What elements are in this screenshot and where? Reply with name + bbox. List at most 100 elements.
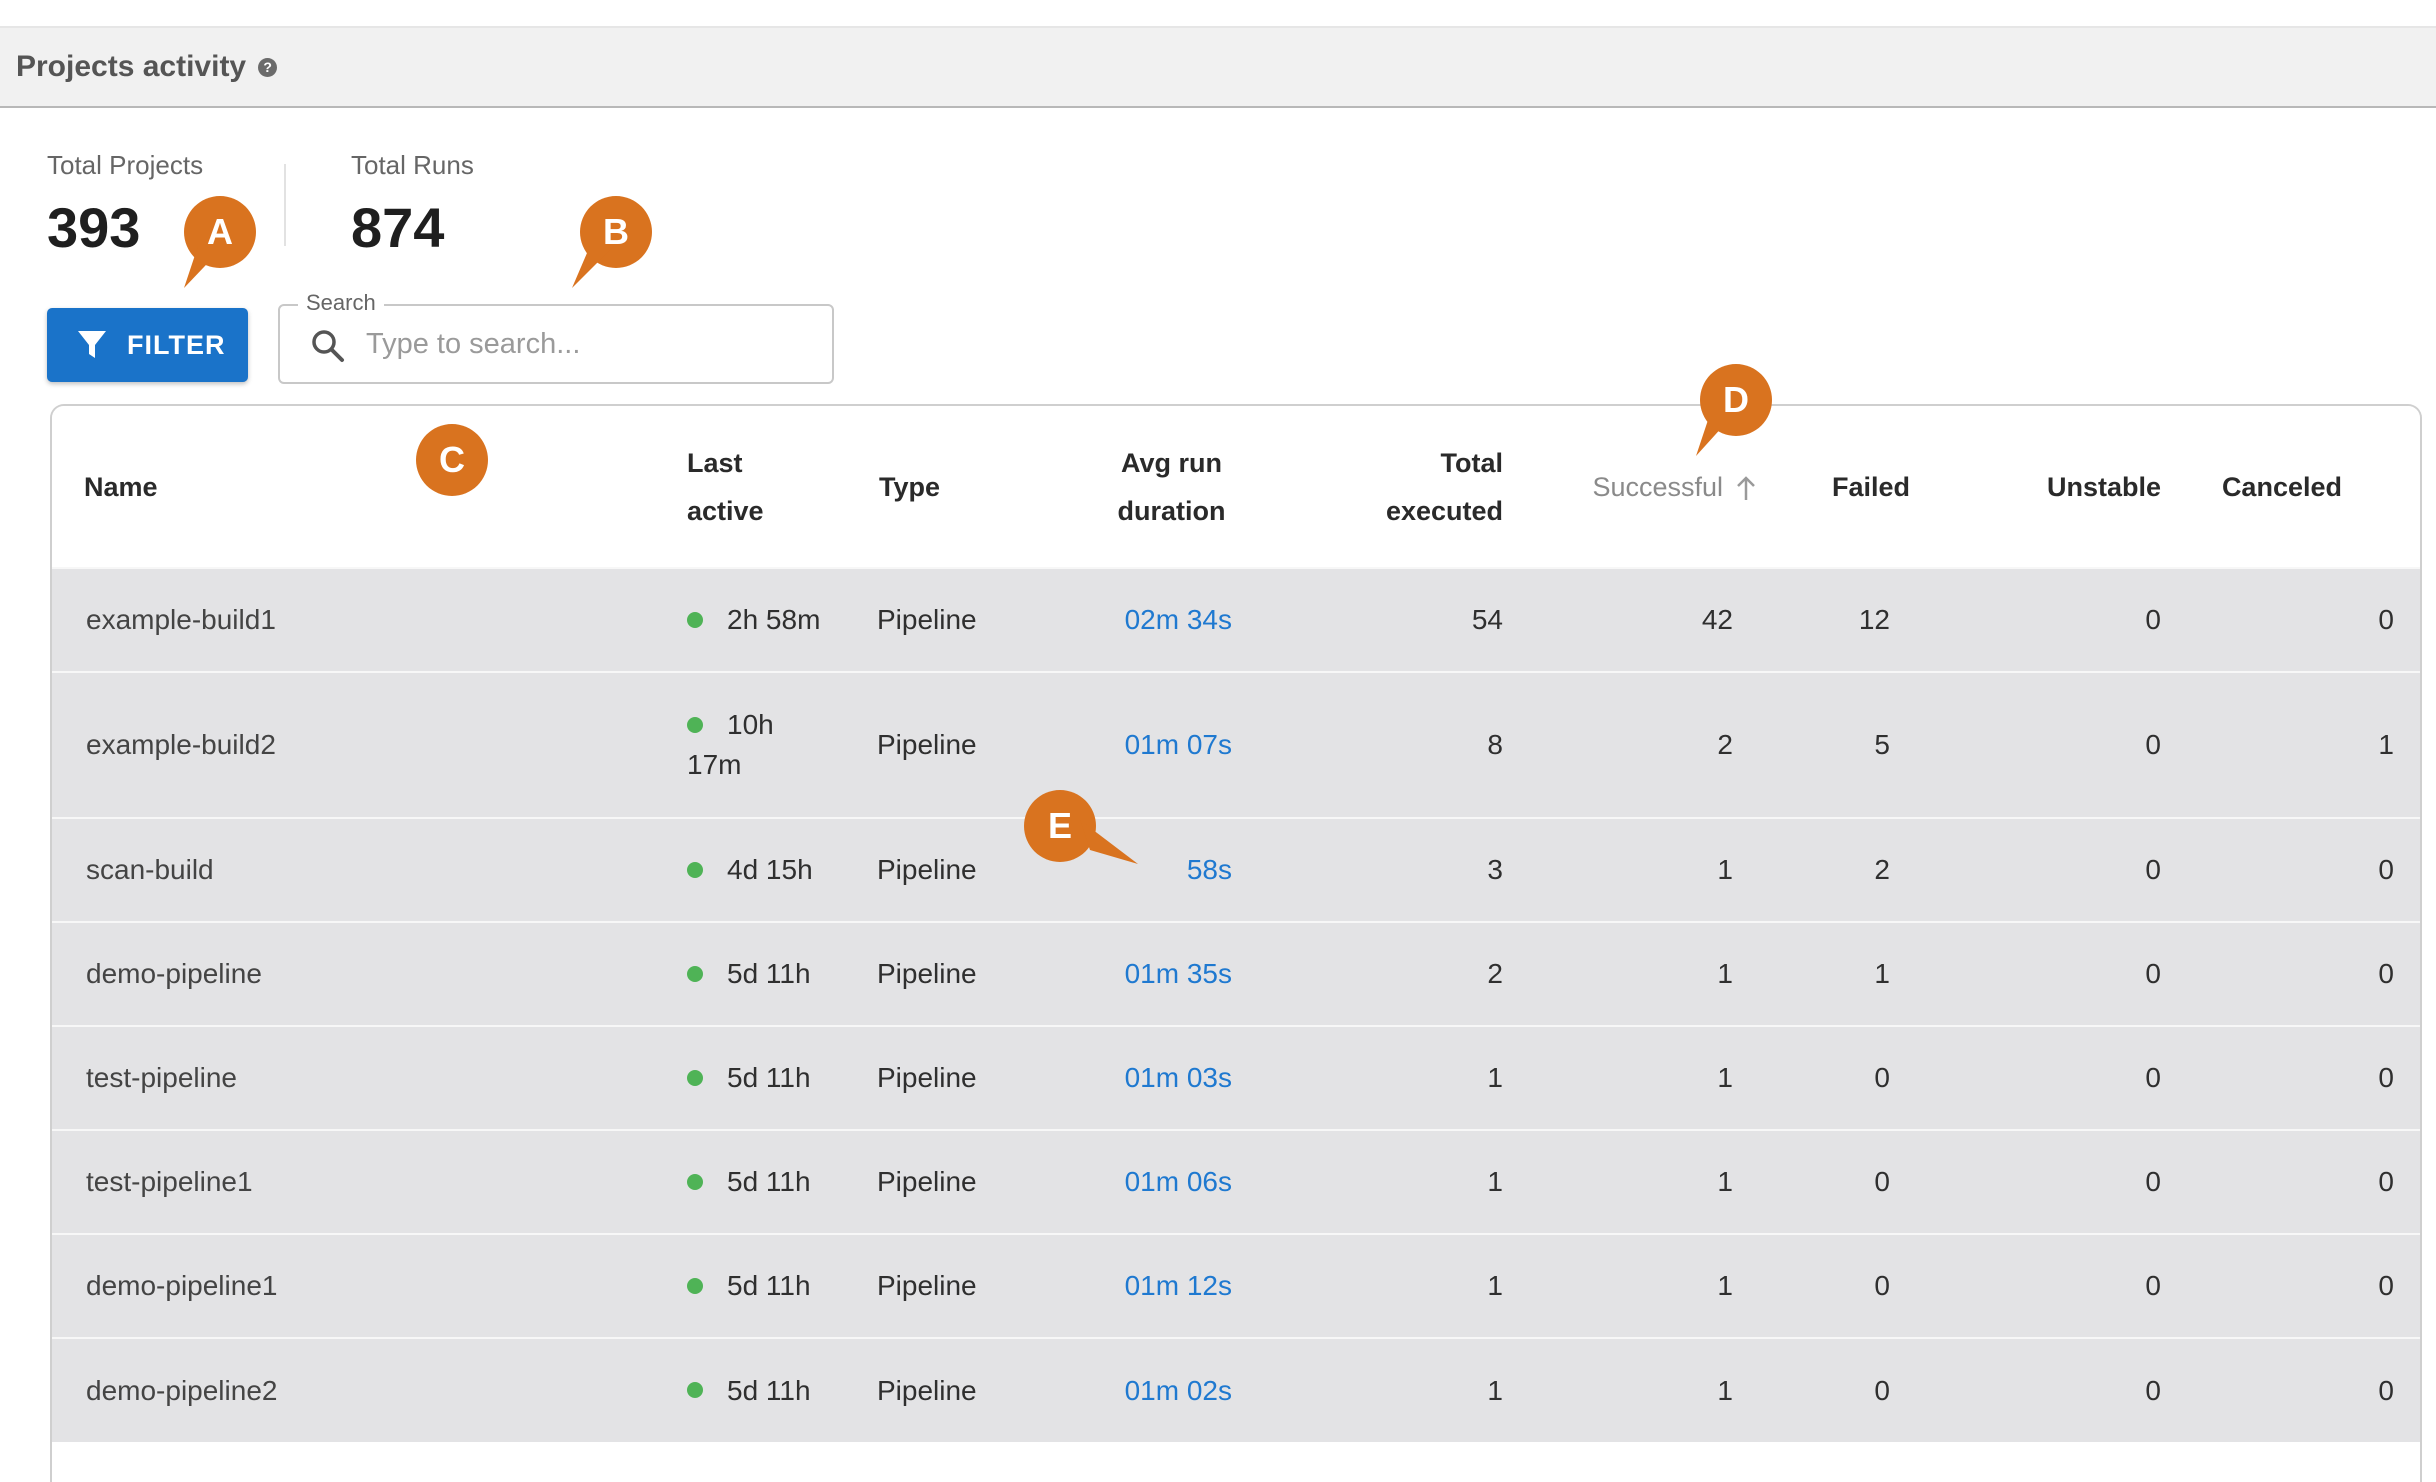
top-divider	[0, 26, 2436, 28]
table-row[interactable]: test-pipeline 5d 11h Pipeline 01m 03s 1 1 0 0 0	[52, 1026, 2420, 1130]
filter-button-label: FILTER	[127, 329, 226, 360]
avg-run-duration-link[interactable]: 01m 02s	[1124, 1374, 1232, 1406]
table-row[interactable]: test-pipeline1 5d 11h Pipeline 01m 06s 1 1 0 0 0	[52, 1130, 2420, 1234]
search-input[interactable]	[366, 324, 806, 364]
table-row[interactable]: example-build1 2h 58m Pipeline 02m 34s 54 42 1…	[52, 568, 2420, 672]
column-header-last-active-line2: active	[687, 495, 764, 526]
successful-value: 42	[1701, 604, 1733, 635]
project-name[interactable]: test-pipeline1	[86, 1166, 253, 1197]
total-projects-stat: Total Projects 393	[47, 150, 203, 260]
table-row[interactable]: example-build2 10h 17m Pipeline 01m 07s 8 2 5 0 1	[52, 672, 2420, 818]
column-header-successful-label: Successful	[1592, 471, 1723, 502]
project-type: Pipeline	[877, 854, 977, 885]
table-header-row: Name Last active Type Avg run duration Tot…	[52, 406, 2420, 568]
filter-button[interactable]: FILTER	[47, 308, 248, 382]
project-name[interactable]: demo-pipeline2	[86, 1374, 278, 1406]
column-header-avg-run-duration[interactable]: Avg run duration	[1031, 406, 1276, 568]
last-active-cell: 4d 15h	[675, 818, 877, 922]
stat-divider	[284, 164, 286, 246]
sort-ascending-arrow-icon[interactable]	[1735, 475, 1757, 501]
total-runs-label: Total Runs	[351, 150, 474, 180]
last-active-cell: 10h 17m	[675, 672, 877, 818]
column-header-canceled-label: Canceled	[2221, 471, 2342, 502]
successful-value: 1	[1717, 1270, 1733, 1301]
column-header-total-executed[interactable]: Total executed	[1276, 406, 1503, 568]
project-name[interactable]: demo-pipeline1	[86, 1270, 278, 1301]
avg-run-duration-link[interactable]: 01m 12s	[1124, 1270, 1232, 1301]
successful-value: 1	[1717, 1374, 1733, 1406]
callout-marker-c: C	[416, 424, 488, 496]
last-active-cell: 2h 58m	[675, 568, 877, 672]
successful-value: 2	[1717, 729, 1733, 760]
project-name[interactable]: test-pipeline	[86, 1062, 237, 1093]
unstable-value: 0	[2145, 1062, 2161, 1093]
project-type: Pipeline	[877, 1166, 977, 1197]
project-name[interactable]: demo-pipeline	[86, 958, 262, 989]
column-header-name[interactable]: Name	[52, 406, 675, 568]
column-header-canceled[interactable]: Canceled	[2195, 406, 2420, 568]
last-active-value: 5d 11h	[727, 1374, 811, 1406]
unstable-value: 0	[2145, 729, 2161, 760]
unstable-value: 0	[2145, 958, 2161, 989]
status-active-dot	[687, 1382, 703, 1399]
search-legend: Search	[298, 290, 384, 316]
project-name[interactable]: example-build1	[86, 604, 276, 635]
page-header: Projects activity ?	[0, 28, 2436, 108]
avg-run-duration-link[interactable]: 01m 07s	[1124, 729, 1232, 760]
projects-table: Name Last active Type Avg run duration Tot…	[50, 404, 2422, 1482]
table-row[interactable]: demo-pipeline1 5d 11h Pipeline 01m 12s 1 1 0 0 0	[52, 1234, 2420, 1338]
column-header-successful[interactable]: Successful	[1503, 406, 1773, 568]
total-executed-value: 3	[1487, 854, 1503, 885]
column-header-name-label: Name	[84, 471, 158, 502]
column-header-last-active-line1: Last	[687, 447, 743, 478]
total-executed-value: 8	[1487, 729, 1503, 760]
canceled-value: 0	[2378, 1374, 2394, 1406]
canceled-value: 0	[2378, 1062, 2394, 1093]
failed-value: 2	[1874, 854, 1890, 885]
status-active-dot	[687, 716, 703, 733]
canceled-value: 0	[2378, 1270, 2394, 1301]
canceled-value: 0	[2378, 604, 2394, 635]
table-row[interactable]: demo-pipeline 5d 11h Pipeline 01m 35s 2 1 1 0 0	[52, 922, 2420, 1026]
failed-value: 0	[1874, 1374, 1890, 1406]
avg-run-duration-link[interactable]: 02m 34s	[1124, 604, 1232, 635]
column-header-failed[interactable]: Failed	[1773, 406, 1968, 568]
status-active-dot	[687, 1173, 703, 1190]
successful-value: 1	[1717, 958, 1733, 989]
last-active-cell: 5d 11h	[675, 1338, 877, 1442]
table-row[interactable]: scan-build 4d 15h Pipeline 58s 3 1 2 0 0	[52, 818, 2420, 922]
column-header-failed-label: Failed	[1831, 471, 1910, 502]
canceled-value: 1	[2378, 729, 2394, 760]
table-row[interactable]: demo-pipeline2 5d 11h Pipeline 01m 02s 1 1 0 0 0	[52, 1338, 2420, 1442]
project-name[interactable]: scan-build	[86, 854, 214, 885]
last-active-value: 10h	[727, 709, 774, 740]
avg-run-duration-link[interactable]: 01m 03s	[1124, 1062, 1232, 1093]
column-header-last-active[interactable]: Last active	[675, 406, 877, 568]
total-runs-value: 874	[351, 196, 445, 259]
help-circle-icon[interactable]: ?	[258, 57, 278, 77]
callout-marker-d-tail	[1696, 414, 1734, 456]
project-name[interactable]: example-build2	[86, 729, 276, 760]
total-executed-value: 54	[1471, 604, 1503, 635]
status-active-dot	[687, 1069, 703, 1086]
column-header-avg-line1: Avg run	[1121, 447, 1222, 478]
callout-marker-e-tail	[1080, 820, 1138, 864]
avg-run-duration-link[interactable]: 58s	[1186, 854, 1232, 885]
total-executed-value: 1	[1487, 1062, 1503, 1093]
total-runs-stat: Total Runs 874	[351, 150, 474, 260]
avg-run-duration-link[interactable]: 01m 06s	[1124, 1166, 1232, 1197]
search-field[interactable]: Search	[278, 290, 834, 384]
total-executed-value: 1	[1487, 1270, 1503, 1301]
callout-marker-a-tail	[184, 246, 224, 288]
status-active-dot	[687, 861, 703, 878]
page-title: Projects activity	[16, 50, 247, 83]
status-active-dot	[687, 965, 703, 982]
last-active-value: 5d 11h	[727, 958, 811, 989]
column-header-type[interactable]: Type	[877, 406, 1031, 568]
column-header-unstable[interactable]: Unstable	[1968, 406, 2195, 568]
table-body: example-build1 2h 58m Pipeline 02m 34s 54 42 1…	[52, 568, 2420, 1442]
total-executed-value: 2	[1487, 958, 1503, 989]
avg-run-duration-link[interactable]: 01m 35s	[1124, 958, 1232, 989]
project-type: Pipeline	[877, 1270, 977, 1301]
last-active-value-line2: 17m	[687, 749, 742, 780]
